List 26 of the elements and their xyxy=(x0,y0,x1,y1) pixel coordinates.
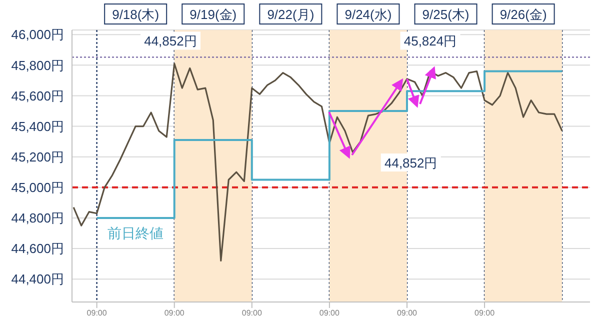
y-tick-label: 45,400円 xyxy=(11,118,64,134)
text: 9/26(金) xyxy=(500,7,547,22)
y-tick-label: 44,800円 xyxy=(11,210,64,226)
y-tick-label: 45,200円 xyxy=(11,149,64,164)
x-tick-label: 09:00 xyxy=(242,308,262,318)
x-tick-label: 09:00 xyxy=(474,308,496,318)
y-tick-label: 44,600円 xyxy=(11,241,64,256)
line-series xyxy=(72,62,563,262)
y-tick-label: 46,000円 xyxy=(11,27,64,42)
y-tick-label: 45,600円 xyxy=(11,88,64,104)
x-tick-label: 09:00 xyxy=(164,308,185,318)
text: 9/19(金) xyxy=(190,7,237,22)
x-tick-label: 09:00 xyxy=(396,308,418,318)
text: 9/22(月) xyxy=(267,7,314,22)
text: 9/25(木) xyxy=(422,7,470,22)
x-tick-label: 09:00 xyxy=(319,308,340,318)
y-tick-label: 45,000円 xyxy=(11,180,64,196)
annotation: 44,852円 xyxy=(384,155,438,170)
y-tick-label: 44,400円 xyxy=(11,272,64,287)
annotation: 45,824円 xyxy=(404,34,457,49)
annotation: 44,852円 xyxy=(144,34,197,49)
text: 9/18(木) xyxy=(112,7,160,22)
y-tick-label: 45,800円 xyxy=(11,58,64,73)
x-tick-label: 09:00 xyxy=(86,308,108,318)
series-label: 前日終値 xyxy=(108,224,164,241)
text: 9/24(水) xyxy=(344,7,392,22)
